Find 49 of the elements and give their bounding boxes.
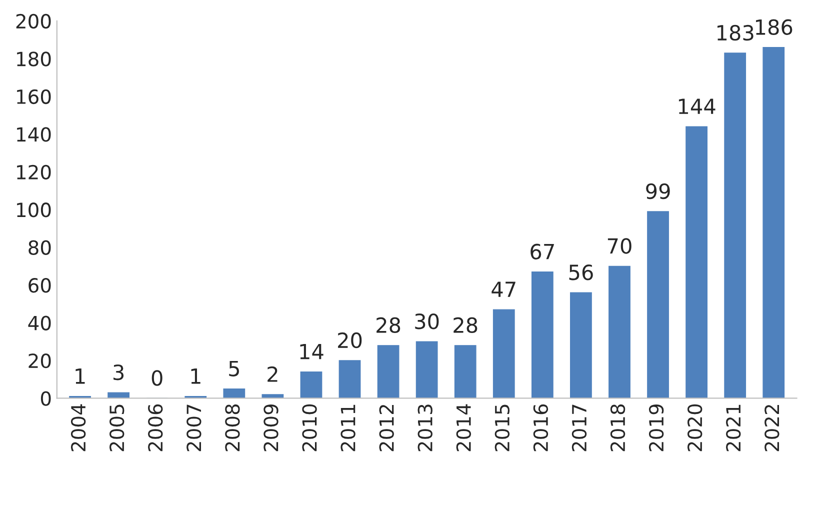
x-tick-label: 2014 <box>456 404 471 452</box>
x-tick-label: 2006 <box>148 404 163 452</box>
x-tick-label: 2008 <box>225 404 240 452</box>
data-label: 67 <box>530 244 554 260</box>
data-label: 20 <box>338 332 362 348</box>
data-label: 183 <box>717 24 754 41</box>
data-label: 1 <box>76 368 85 384</box>
x-tick-label: 2021 <box>726 404 741 452</box>
y-tick-label: 60 <box>28 278 51 293</box>
data-label: 99 <box>646 183 670 200</box>
x-tick-label: 2022 <box>764 405 780 452</box>
data-label: 2 <box>268 366 278 382</box>
x-tick-label: 2015 <box>494 404 510 452</box>
x-tick-label: 2004 <box>70 404 86 452</box>
x-tick-label: 2011 <box>340 404 356 452</box>
x-tick-label: 2012 <box>379 405 394 452</box>
x-tick-label: 2019 <box>648 404 664 452</box>
x-tick-label: 2007 <box>186 404 202 452</box>
y-tick-label: 20 <box>28 353 51 368</box>
data-label: 186 <box>756 19 792 35</box>
y-tick-label: 40 <box>28 316 51 330</box>
x-tick-label: 2018 <box>610 404 626 452</box>
data-label: 70 <box>608 238 632 254</box>
x-tick-label: 2010 <box>302 404 317 452</box>
data-label: 14 <box>300 344 324 360</box>
y-tick-label: 0 <box>40 391 51 406</box>
data-label: 30 <box>415 314 439 330</box>
data-label: 56 <box>569 264 593 280</box>
data-label: 28 <box>376 317 400 334</box>
x-tick-label: 2020 <box>687 404 702 452</box>
y-tick-label: 80 <box>28 240 51 255</box>
x-tick-label: 2016 <box>533 404 548 452</box>
x-tick-label: 2005 <box>109 404 124 452</box>
y-tick-label: 160 <box>17 89 51 104</box>
x-tick-label: 2017 <box>572 404 587 452</box>
y-tick-label: 120 <box>17 164 51 180</box>
data-label: 0 <box>152 370 162 386</box>
data-label: 144 <box>678 98 716 114</box>
data-label: 3 <box>114 364 124 380</box>
y-tick-label: 200 <box>16 14 51 29</box>
data-label: 47 <box>492 282 516 297</box>
x-tick-label: 2013 <box>418 404 432 452</box>
y-tick-label: 180 <box>17 52 51 66</box>
y-tick-label: 140 <box>17 127 51 142</box>
data-label: 1 <box>191 368 200 384</box>
x-tick-label: 2009 <box>264 404 278 452</box>
y-tick-label: 100 <box>17 202 51 218</box>
data-label: 5 <box>229 360 239 376</box>
data-label: 28 <box>454 317 478 334</box>
